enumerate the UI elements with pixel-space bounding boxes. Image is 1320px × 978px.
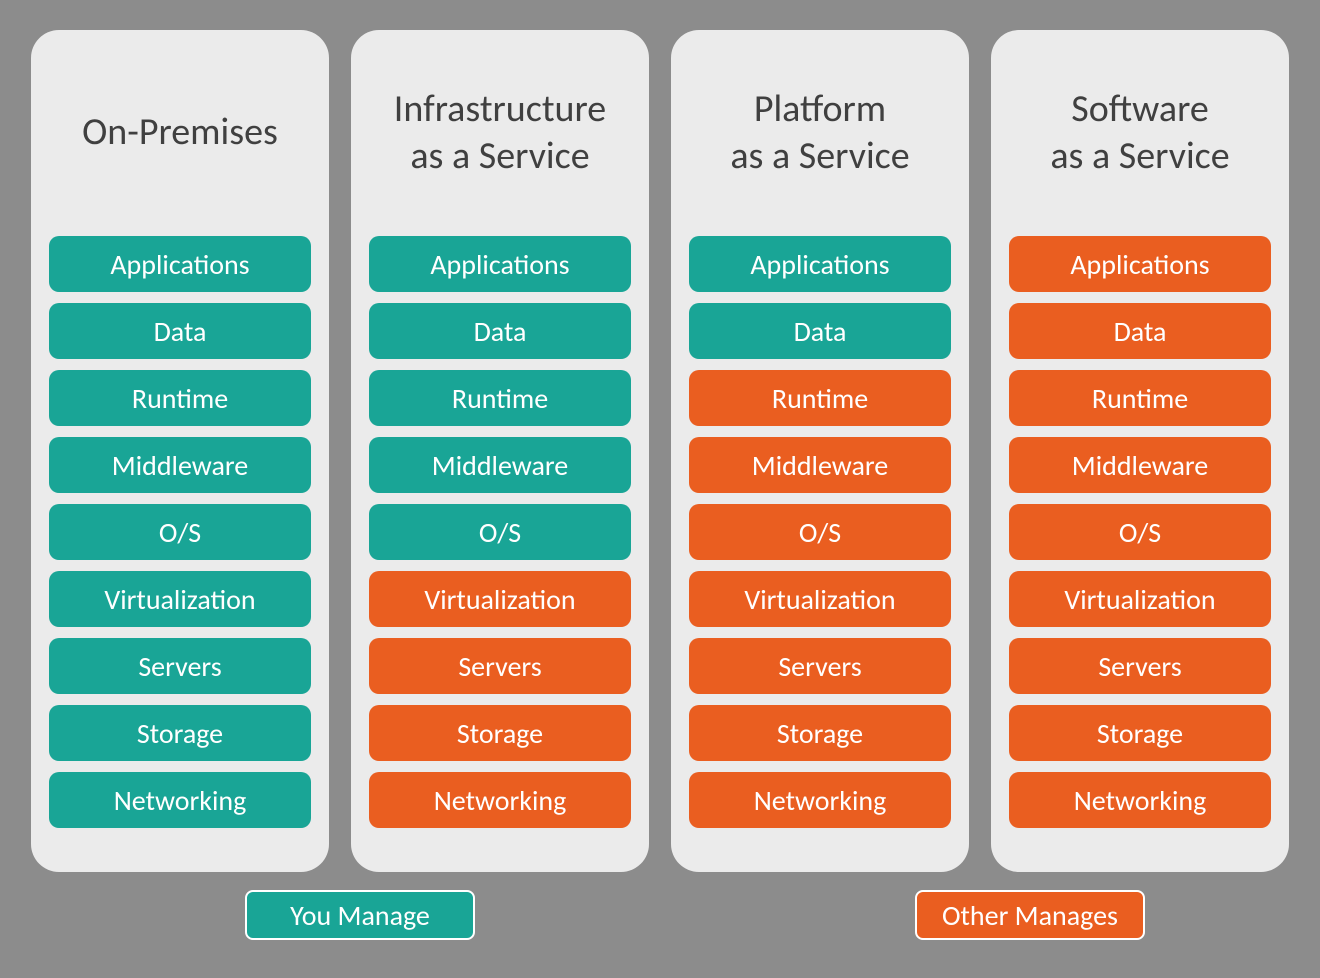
layer-item: Networking (369, 772, 631, 828)
layer-item: Servers (689, 638, 951, 694)
columns-container: On-Premises Applications Data Runtime Middle… (28, 30, 1292, 872)
layer-item: Virtualization (1009, 571, 1271, 627)
layer-item: Networking (689, 772, 951, 828)
layer-item: Storage (369, 705, 631, 761)
layer-item: Servers (369, 638, 631, 694)
layer-item: Data (1009, 303, 1271, 359)
column-title: Software as a Service (1050, 58, 1229, 208)
layer-item: O/S (369, 504, 631, 560)
layer-item: Middleware (369, 437, 631, 493)
column-title: Infrastructure as a Service (394, 58, 606, 208)
layers-list: Applications Data Runtime Middleware O/S Virt… (1009, 236, 1271, 828)
layer-item: Networking (49, 772, 311, 828)
service-column: On-Premises Applications Data Runtime Middle… (31, 30, 329, 872)
service-column: Software as a Service Applications Data Run… (991, 30, 1289, 872)
layer-item: Servers (49, 638, 311, 694)
service-column: Platform as a Service Applications Data Run… (671, 30, 969, 872)
layer-item: O/S (689, 504, 951, 560)
layer-item: Applications (49, 236, 311, 292)
layers-list: Applications Data Runtime Middleware O/S Virt… (369, 236, 631, 828)
layer-item: Storage (49, 705, 311, 761)
layer-item: Storage (1009, 705, 1271, 761)
layers-list: Applications Data Runtime Middleware O/S Virt… (689, 236, 951, 828)
layer-item: O/S (49, 504, 311, 560)
layer-item: Applications (369, 236, 631, 292)
layer-item: Applications (689, 236, 951, 292)
layer-item: Middleware (1009, 437, 1271, 493)
layer-item: Runtime (1009, 370, 1271, 426)
legend-item: You Manage (245, 890, 475, 940)
layer-item: Networking (1009, 772, 1271, 828)
layer-item: Storage (689, 705, 951, 761)
layer-item: Servers (1009, 638, 1271, 694)
layer-item: O/S (1009, 504, 1271, 560)
layer-item: Middleware (49, 437, 311, 493)
layer-item: Data (369, 303, 631, 359)
layer-item: Data (49, 303, 311, 359)
column-title: On-Premises (82, 58, 278, 208)
layer-item: Applications (1009, 236, 1271, 292)
layer-item: Data (689, 303, 951, 359)
legend-container: You Manage Other Manages (28, 890, 1292, 940)
legend-item: Other Manages (915, 890, 1145, 940)
layer-item: Virtualization (49, 571, 311, 627)
column-title: Platform as a Service (730, 58, 909, 208)
service-column: Infrastructure as a Service Applications D… (351, 30, 649, 872)
layer-item: Runtime (689, 370, 951, 426)
layer-item: Virtualization (689, 571, 951, 627)
layers-list: Applications Data Runtime Middleware O/S Virt… (49, 236, 311, 828)
layer-item: Virtualization (369, 571, 631, 627)
layer-item: Runtime (369, 370, 631, 426)
layer-item: Middleware (689, 437, 951, 493)
layer-item: Runtime (49, 370, 311, 426)
